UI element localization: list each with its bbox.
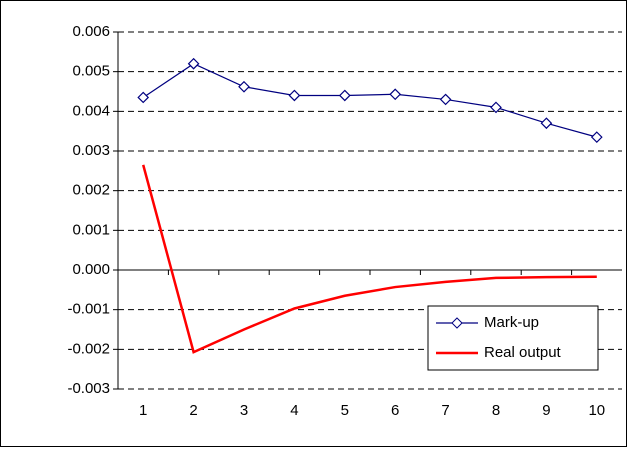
legend-box — [427, 305, 599, 371]
data-point — [490, 101, 502, 114]
data-point — [439, 93, 452, 106]
series-line — [141, 164, 597, 354]
x-tick-label: 5 — [341, 402, 349, 419]
x-tick-label: 3 — [240, 402, 248, 419]
data-point — [540, 117, 553, 130]
data-point — [137, 91, 150, 104]
y-tick-label: 0.004 — [72, 102, 110, 119]
y-tick-label: 0.003 — [72, 142, 110, 159]
y-tick-label: 0.006 — [72, 23, 110, 40]
y-tick-label: 0.005 — [72, 63, 110, 80]
legend-label: Mark-up — [484, 314, 539, 331]
legend-marker — [451, 317, 463, 329]
x-tick-label: 7 — [441, 402, 449, 419]
data-point — [338, 89, 351, 102]
y-tick-label: 0.000 — [72, 261, 110, 278]
x-tick-label: 10 — [588, 402, 605, 419]
x-tick-label: 2 — [189, 402, 197, 419]
x-tick-label: 8 — [492, 402, 500, 419]
legend-label: Real output — [484, 344, 562, 361]
x-tick-label: 1 — [139, 402, 147, 419]
data-point — [238, 80, 250, 93]
data-point — [389, 88, 402, 101]
y-tick-label: 0.002 — [72, 182, 110, 199]
y-tick-label: -0.002 — [67, 340, 110, 357]
data-point — [590, 131, 603, 143]
y-tick-label: -0.001 — [67, 301, 110, 318]
y-tick-label: -0.003 — [67, 380, 110, 397]
y-tick-label: 0.001 — [72, 221, 110, 238]
x-tick-label: 9 — [542, 402, 550, 419]
data-point — [288, 89, 301, 102]
series-line — [142, 63, 597, 138]
data-point — [187, 57, 200, 70]
x-tick-label: 4 — [290, 402, 298, 419]
x-tick-label: 6 — [391, 402, 399, 419]
